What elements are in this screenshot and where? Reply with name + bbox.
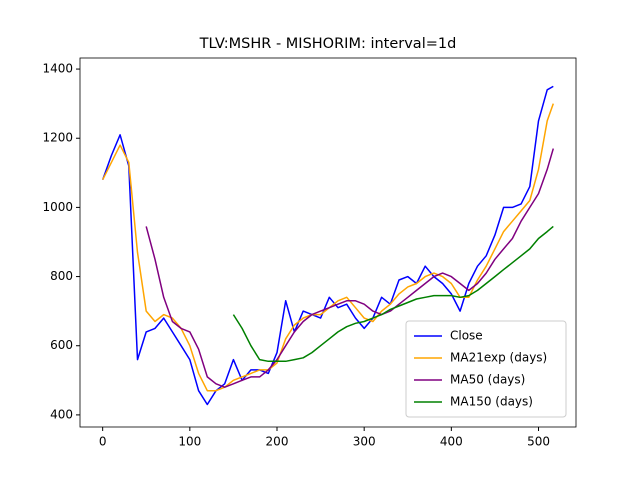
y-tick-label: 1000 — [42, 200, 73, 214]
series-line — [145, 148, 555, 388]
x-tick-label: 100 — [178, 435, 201, 449]
legend-label: MA50 (days) — [450, 373, 525, 387]
x-tick-label: 300 — [353, 435, 376, 449]
x-tick-label: 200 — [266, 435, 289, 449]
x-tick-label: 400 — [440, 435, 463, 449]
legend-label: MA21exp (days) — [450, 351, 547, 365]
axes-frame — [79, 57, 577, 428]
y-tick-label: 600 — [50, 338, 73, 352]
y-tick-label: 1200 — [42, 131, 73, 145]
y-tick-label: 800 — [50, 269, 73, 283]
legend-box — [405, 320, 567, 418]
chart-title: TLV:MSHR - MISHORIM: interval=1d — [199, 36, 457, 52]
series-line — [101, 85, 554, 406]
legend-label: MA150 (days) — [450, 395, 533, 409]
legend-label: Close — [450, 329, 483, 343]
y-tick-label: 400 — [50, 407, 73, 421]
series-line — [232, 225, 554, 363]
y-tick-label: 1400 — [42, 62, 73, 76]
x-tick-label: 0 — [99, 435, 107, 449]
x-tick-label: 500 — [527, 435, 550, 449]
